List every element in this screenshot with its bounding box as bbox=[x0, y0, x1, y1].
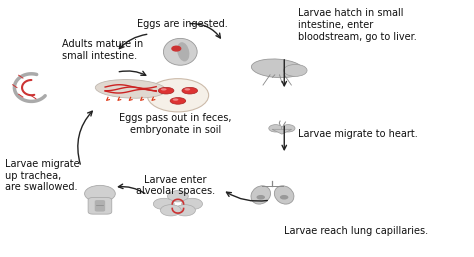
Ellipse shape bbox=[177, 42, 190, 61]
Ellipse shape bbox=[158, 87, 174, 94]
Text: Larvae enter
alveolar spaces.: Larvae enter alveolar spaces. bbox=[136, 175, 215, 196]
Text: Eggs pass out in feces,
embryonate in soil: Eggs pass out in feces, embryonate in so… bbox=[119, 113, 232, 135]
FancyBboxPatch shape bbox=[95, 200, 105, 212]
Text: Eggs are ingested.: Eggs are ingested. bbox=[137, 19, 228, 29]
Circle shape bbox=[84, 185, 115, 202]
Circle shape bbox=[147, 79, 209, 112]
Text: Larvae migrate
up trachea,
are swallowed.: Larvae migrate up trachea, are swallowed… bbox=[5, 159, 80, 192]
Ellipse shape bbox=[170, 98, 186, 104]
Circle shape bbox=[280, 195, 288, 199]
Ellipse shape bbox=[251, 186, 271, 204]
Text: Larvae hatch in small
intestine, enter
bloodstream, go to liver.: Larvae hatch in small intestine, enter b… bbox=[299, 8, 417, 42]
Circle shape bbox=[167, 191, 188, 202]
Ellipse shape bbox=[161, 88, 166, 90]
Circle shape bbox=[282, 125, 295, 132]
Ellipse shape bbox=[184, 88, 190, 90]
Circle shape bbox=[269, 125, 283, 132]
Ellipse shape bbox=[251, 59, 303, 78]
Circle shape bbox=[160, 205, 181, 216]
Ellipse shape bbox=[182, 87, 198, 94]
Ellipse shape bbox=[283, 65, 307, 76]
Circle shape bbox=[154, 198, 174, 209]
Text: Larvae reach lung capillaries.: Larvae reach lung capillaries. bbox=[284, 226, 428, 236]
Ellipse shape bbox=[95, 80, 166, 98]
Circle shape bbox=[172, 46, 181, 51]
Text: Adults mature in
small intestine.: Adults mature in small intestine. bbox=[62, 39, 143, 61]
Ellipse shape bbox=[164, 38, 197, 65]
Polygon shape bbox=[272, 129, 292, 134]
Ellipse shape bbox=[173, 98, 178, 101]
Text: Larvae migrate to heart.: Larvae migrate to heart. bbox=[299, 128, 418, 139]
Circle shape bbox=[182, 198, 202, 209]
Circle shape bbox=[174, 205, 195, 216]
Circle shape bbox=[256, 195, 265, 199]
FancyBboxPatch shape bbox=[88, 198, 112, 214]
Ellipse shape bbox=[274, 186, 294, 204]
